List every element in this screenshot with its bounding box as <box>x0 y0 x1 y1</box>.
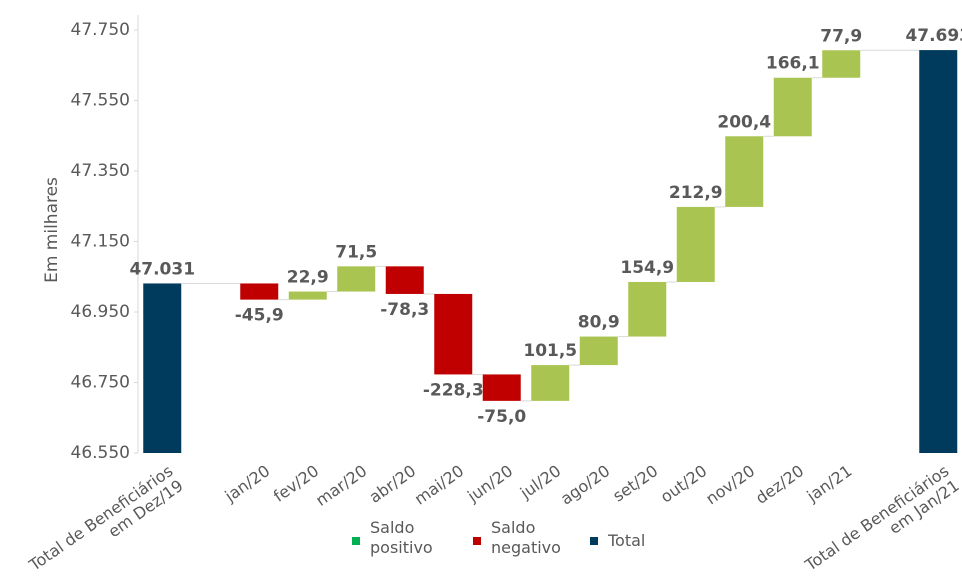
y-tick-label: 46.550 <box>71 443 130 463</box>
data-label: 101,5 <box>523 341 577 361</box>
bar <box>143 283 182 453</box>
bar <box>482 374 521 401</box>
bar <box>676 206 715 282</box>
data-label: 80,9 <box>578 313 620 333</box>
y-tick-label: 47.350 <box>71 161 130 181</box>
bar <box>822 50 861 78</box>
bar <box>773 77 812 137</box>
data-label: -228,3 <box>423 380 484 400</box>
y-tick-label: 47.150 <box>71 232 130 252</box>
data-label: -78,3 <box>380 300 429 320</box>
bar <box>725 136 764 207</box>
data-label: -45,9 <box>235 306 284 326</box>
legend-marker <box>473 537 481 545</box>
data-label: 47.693 <box>905 26 962 46</box>
bar <box>385 266 424 294</box>
data-label: 47.031 <box>129 259 195 279</box>
legend-label: Total <box>608 531 646 550</box>
y-tick-label: 46.950 <box>71 302 130 322</box>
y-axis-label: Em milhares <box>42 177 62 283</box>
bar <box>337 266 376 292</box>
legend-marker <box>590 537 598 545</box>
data-label: 212,9 <box>669 183 723 203</box>
bar <box>579 336 618 366</box>
bar <box>531 365 570 401</box>
data-label: 200,4 <box>717 112 771 132</box>
bar <box>288 291 327 300</box>
legend-label: Saldo positivo <box>370 518 433 557</box>
data-label: 22,9 <box>287 268 329 288</box>
bar <box>240 283 279 300</box>
bar <box>919 50 958 453</box>
bar <box>628 281 667 337</box>
legend-label: Saldo negativo <box>491 518 561 557</box>
legend-marker <box>352 537 360 545</box>
y-tick-label: 47.750 <box>71 20 130 40</box>
y-tick-label: 47.550 <box>71 91 130 111</box>
data-label: 77,9 <box>820 26 862 46</box>
y-tick-label: 46.750 <box>71 373 130 393</box>
data-label: 71,5 <box>335 242 377 262</box>
data-label: -75,0 <box>477 407 526 427</box>
data-label: 154,9 <box>620 258 674 278</box>
data-label: 166,1 <box>766 54 820 74</box>
bar <box>434 293 473 375</box>
